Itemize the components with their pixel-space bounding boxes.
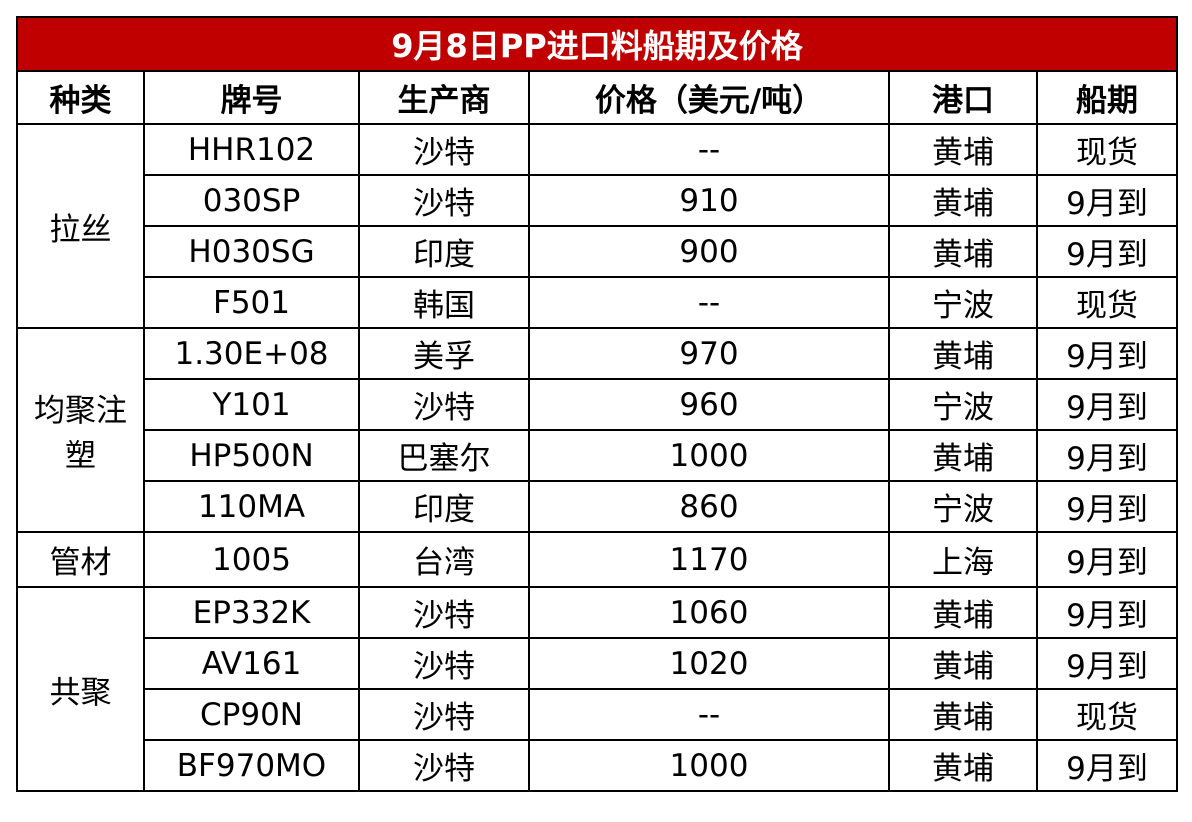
port-cell: 黄埔	[888, 123, 1038, 176]
price-cell: 910	[528, 174, 890, 227]
grade-cell: BF970MO	[143, 739, 360, 792]
table-row: HP500N 巴塞尔 1000 黄埔 9月到	[17, 429, 1179, 482]
grade-cell: 030SP	[143, 174, 360, 227]
price-cell: 1000	[528, 739, 890, 792]
shipping-cell: 9月到	[1035, 174, 1179, 227]
price-cell: --	[528, 276, 890, 329]
table-row: 均聚注塑 1.30E+08 美孚 970 黄埔 9月到	[16, 327, 1179, 533]
producer-cell: 印度	[358, 225, 530, 278]
table-row: CP90N 沙特 -- 黄埔 现货	[17, 688, 1179, 741]
producer-cell: 美孚	[358, 327, 530, 380]
table-row: 110MA 印度 860 宁波 9月到	[17, 480, 1179, 533]
shipping-cell: 现货	[1035, 688, 1179, 741]
port-cell: 黄埔	[888, 637, 1038, 690]
table-row: Y101 沙特 960 宁波 9月到	[17, 378, 1179, 431]
grade-cell: CP90N	[143, 688, 360, 741]
price-cell: 860	[528, 480, 890, 533]
grade-cell: Y101	[143, 378, 360, 431]
column-header: 价格（美元/吨）	[528, 70, 890, 125]
shipping-cell: 现货	[1035, 276, 1179, 329]
category-cell: 管材	[16, 531, 145, 588]
port-cell: 宁波	[888, 378, 1038, 431]
price-cell: 970	[528, 327, 890, 380]
column-header: 船期	[1035, 70, 1179, 125]
port-cell: 黄埔	[888, 327, 1038, 380]
table-row: H030SG 印度 900 黄埔 9月到	[17, 225, 1179, 278]
table-title: 9月8日PP进口料船期及价格	[15, 16, 1179, 72]
port-cell: 黄埔	[888, 739, 1038, 792]
producer-cell: 沙特	[358, 688, 530, 741]
price-cell: 900	[528, 225, 890, 278]
port-cell: 黄埔	[888, 586, 1038, 639]
column-header: 种类	[16, 70, 145, 125]
shipping-cell: 9月到	[1035, 429, 1179, 482]
producer-cell: 沙特	[358, 123, 530, 176]
grade-cell: 1005	[143, 531, 360, 588]
producer-cell: 沙特	[358, 586, 530, 639]
producer-cell: 巴塞尔	[358, 429, 530, 482]
table-row: 共聚 EP332K 沙特 1060 黄埔 9月到	[16, 586, 1179, 792]
port-cell: 黄埔	[888, 688, 1038, 741]
shipping-cell: 9月到	[1035, 586, 1179, 639]
column-header: 牌号	[143, 70, 360, 125]
producer-cell: 韩国	[358, 276, 530, 329]
price-table: 9月8日PP进口料船期及价格 种类 牌号 生产商 价格（美元/吨） 港口 船期 拉丝 HHR…	[15, 16, 1179, 792]
table-row: 030SP 沙特 910 黄埔 9月到	[17, 174, 1179, 227]
price-cell: --	[528, 688, 890, 741]
grade-cell: AV161	[143, 637, 360, 690]
price-cell: 1020	[528, 637, 890, 690]
producer-cell: 沙特	[358, 739, 530, 792]
grade-cell: 110MA	[143, 480, 360, 533]
header-row: 种类 牌号 生产商 价格（美元/吨） 港口 船期	[16, 70, 1179, 125]
shipping-cell: 9月到	[1035, 739, 1179, 792]
category-cell: 拉丝	[16, 123, 145, 329]
grade-cell: H030SG	[143, 225, 360, 278]
price-cell: 960	[528, 378, 890, 431]
grade-cell: HHR102	[143, 123, 360, 176]
port-cell: 黄埔	[888, 429, 1038, 482]
port-cell: 黄埔	[888, 174, 1038, 227]
producer-cell: 沙特	[358, 174, 530, 227]
shipping-cell: 现货	[1035, 123, 1179, 176]
shipping-cell: 9月到	[1035, 637, 1179, 690]
port-cell: 宁波	[888, 276, 1038, 329]
producer-cell: 沙特	[358, 637, 530, 690]
table-row: 管材 1005 台湾 1170 上海 9月到	[16, 531, 1179, 588]
producer-cell: 印度	[358, 480, 530, 533]
shipping-cell: 9月到	[1035, 327, 1179, 380]
table-row: F501 韩国 -- 宁波 现货	[17, 276, 1179, 329]
grade-cell: HP500N	[143, 429, 360, 482]
column-header: 港口	[888, 70, 1038, 125]
table-row: BF970MO 沙特 1000 黄埔 9月到	[17, 739, 1179, 792]
category-cell: 均聚注塑	[16, 327, 145, 533]
category-cell: 共聚	[16, 586, 145, 792]
shipping-cell: 9月到	[1035, 480, 1179, 533]
shipping-cell: 9月到	[1035, 225, 1179, 278]
price-cell: 1000	[528, 429, 890, 482]
producer-cell: 沙特	[358, 378, 530, 431]
shipping-cell: 9月到	[1035, 378, 1179, 431]
price-cell: 1170	[528, 531, 890, 588]
column-header: 生产商	[358, 70, 530, 125]
price-cell: 1060	[528, 586, 890, 639]
producer-cell: 台湾	[358, 531, 530, 588]
grade-cell: 1.30E+08	[143, 327, 360, 380]
port-cell: 上海	[888, 531, 1038, 588]
table-row: AV161 沙特 1020 黄埔 9月到	[17, 637, 1179, 690]
price-cell: --	[528, 123, 890, 176]
grade-cell: F501	[143, 276, 360, 329]
table-row: 拉丝 HHR102 沙特 -- 黄埔 现货	[16, 123, 1179, 329]
shipping-cell: 9月到	[1035, 531, 1179, 588]
port-cell: 宁波	[888, 480, 1038, 533]
grade-cell: EP332K	[143, 586, 360, 639]
port-cell: 黄埔	[888, 225, 1038, 278]
